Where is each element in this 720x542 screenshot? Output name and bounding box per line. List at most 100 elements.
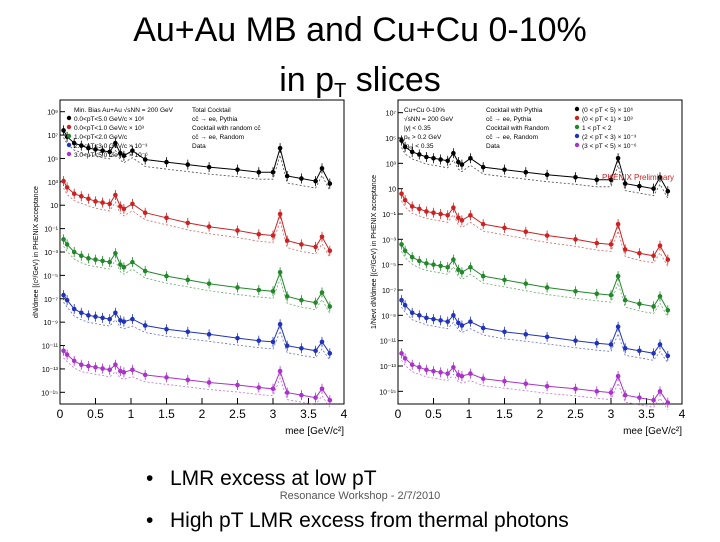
x-tick-label: 1.5 — [158, 407, 175, 421]
data-point — [270, 386, 276, 392]
data-point — [402, 144, 408, 150]
data-point — [235, 382, 240, 388]
data-point — [431, 210, 436, 216]
data-point — [502, 167, 507, 172]
data-point — [523, 229, 529, 235]
data-point — [445, 371, 450, 376]
data-point — [615, 273, 621, 279]
data-point — [277, 269, 283, 275]
data-point — [130, 201, 135, 207]
x-tick-label: 0.5 — [425, 407, 442, 421]
data-point — [86, 313, 91, 318]
data-point — [523, 381, 529, 387]
data-point — [319, 166, 325, 171]
data-point — [206, 224, 212, 229]
data-point — [327, 304, 333, 309]
data-point — [71, 191, 77, 197]
data-point — [86, 256, 91, 261]
cocktail-curve — [63, 137, 331, 191]
data-point — [64, 352, 70, 357]
data-point — [79, 310, 84, 316]
data-point — [299, 345, 304, 351]
cocktail-curve — [401, 200, 669, 267]
y-tick-label: 10⁻¹³ — [42, 367, 59, 374]
data-point — [615, 155, 621, 161]
data-point — [459, 218, 465, 223]
data-point — [107, 149, 112, 155]
data-point — [206, 332, 212, 337]
data-point — [61, 237, 66, 242]
data-point — [424, 209, 429, 214]
data-point — [445, 212, 450, 218]
data-point — [651, 253, 656, 259]
data-point — [402, 302, 408, 308]
data-point — [544, 285, 550, 290]
data-point — [456, 159, 461, 165]
data-point — [235, 335, 240, 341]
data-point — [79, 362, 84, 368]
data-point — [468, 319, 473, 324]
data-point — [113, 140, 118, 146]
data-point — [327, 248, 333, 254]
data-point — [399, 242, 404, 247]
y-tick-label: 10⁻¹ — [382, 212, 396, 219]
data-point — [185, 329, 191, 335]
y-tick-label: 10⁻⁹ — [44, 320, 58, 327]
data-point — [313, 300, 318, 305]
data-point — [657, 342, 663, 347]
data-point — [86, 363, 91, 369]
data-point — [107, 259, 112, 265]
legend-label: 1.0<pT<2.0 GeV/c — [74, 134, 128, 141]
data-point — [327, 397, 333, 403]
legend-label: 1 < pT < 2 — [582, 125, 612, 132]
data-point — [657, 389, 663, 394]
data-point — [284, 294, 290, 299]
legend-marker — [66, 124, 72, 130]
x-tick-label: 4 — [679, 407, 686, 421]
legend-label: cc̄ → ee, Random — [192, 134, 244, 141]
legend-label: Cocktail with Pythia — [486, 107, 543, 114]
y-tick-label: 10⁷ — [386, 111, 397, 118]
data-point — [637, 250, 642, 256]
y-tick-label: 10 — [50, 203, 58, 210]
data-point — [319, 290, 325, 295]
data-point — [61, 292, 66, 298]
legend-label: pₑ > 0.2 GeV — [404, 134, 442, 141]
data-point — [622, 297, 628, 303]
data-point — [573, 237, 578, 242]
data-point — [665, 400, 671, 406]
data-point — [206, 281, 212, 286]
legend: Cu+Cu 0-10%√sNN = 200 GeV |y| < 0.35 pₑ > … — [404, 106, 637, 150]
data-point — [142, 268, 148, 274]
data-point — [61, 128, 66, 133]
data-point — [417, 152, 422, 157]
y-tick-label: 10⁷ — [48, 133, 59, 140]
data-point — [130, 148, 135, 153]
legend-label: 3.0<pT<5.0 GeV/c × 10⁻⁶ — [74, 152, 148, 159]
y-tick-label: 10³ — [48, 180, 59, 187]
data-point — [235, 167, 240, 172]
data-point — [270, 233, 276, 238]
data-point — [399, 191, 404, 197]
data-point — [164, 326, 169, 332]
data-point — [313, 348, 318, 354]
data-point — [270, 169, 276, 175]
data-point — [118, 262, 123, 267]
cocktail-curve — [401, 360, 669, 410]
data-point — [277, 211, 283, 217]
title-line2-sub: T — [334, 80, 347, 102]
data-point — [100, 148, 105, 153]
data-point — [657, 174, 663, 180]
data-point — [459, 323, 465, 328]
data-point — [657, 243, 663, 248]
data-point — [622, 392, 628, 398]
data-point — [438, 318, 443, 323]
legend-marker — [66, 133, 72, 139]
data-point — [185, 377, 191, 383]
data-point — [399, 351, 404, 356]
x-tick-label: 2.5 — [567, 407, 584, 421]
data-point — [459, 373, 465, 379]
data-point — [86, 145, 91, 151]
data-point — [327, 181, 333, 186]
data-point — [100, 200, 105, 205]
